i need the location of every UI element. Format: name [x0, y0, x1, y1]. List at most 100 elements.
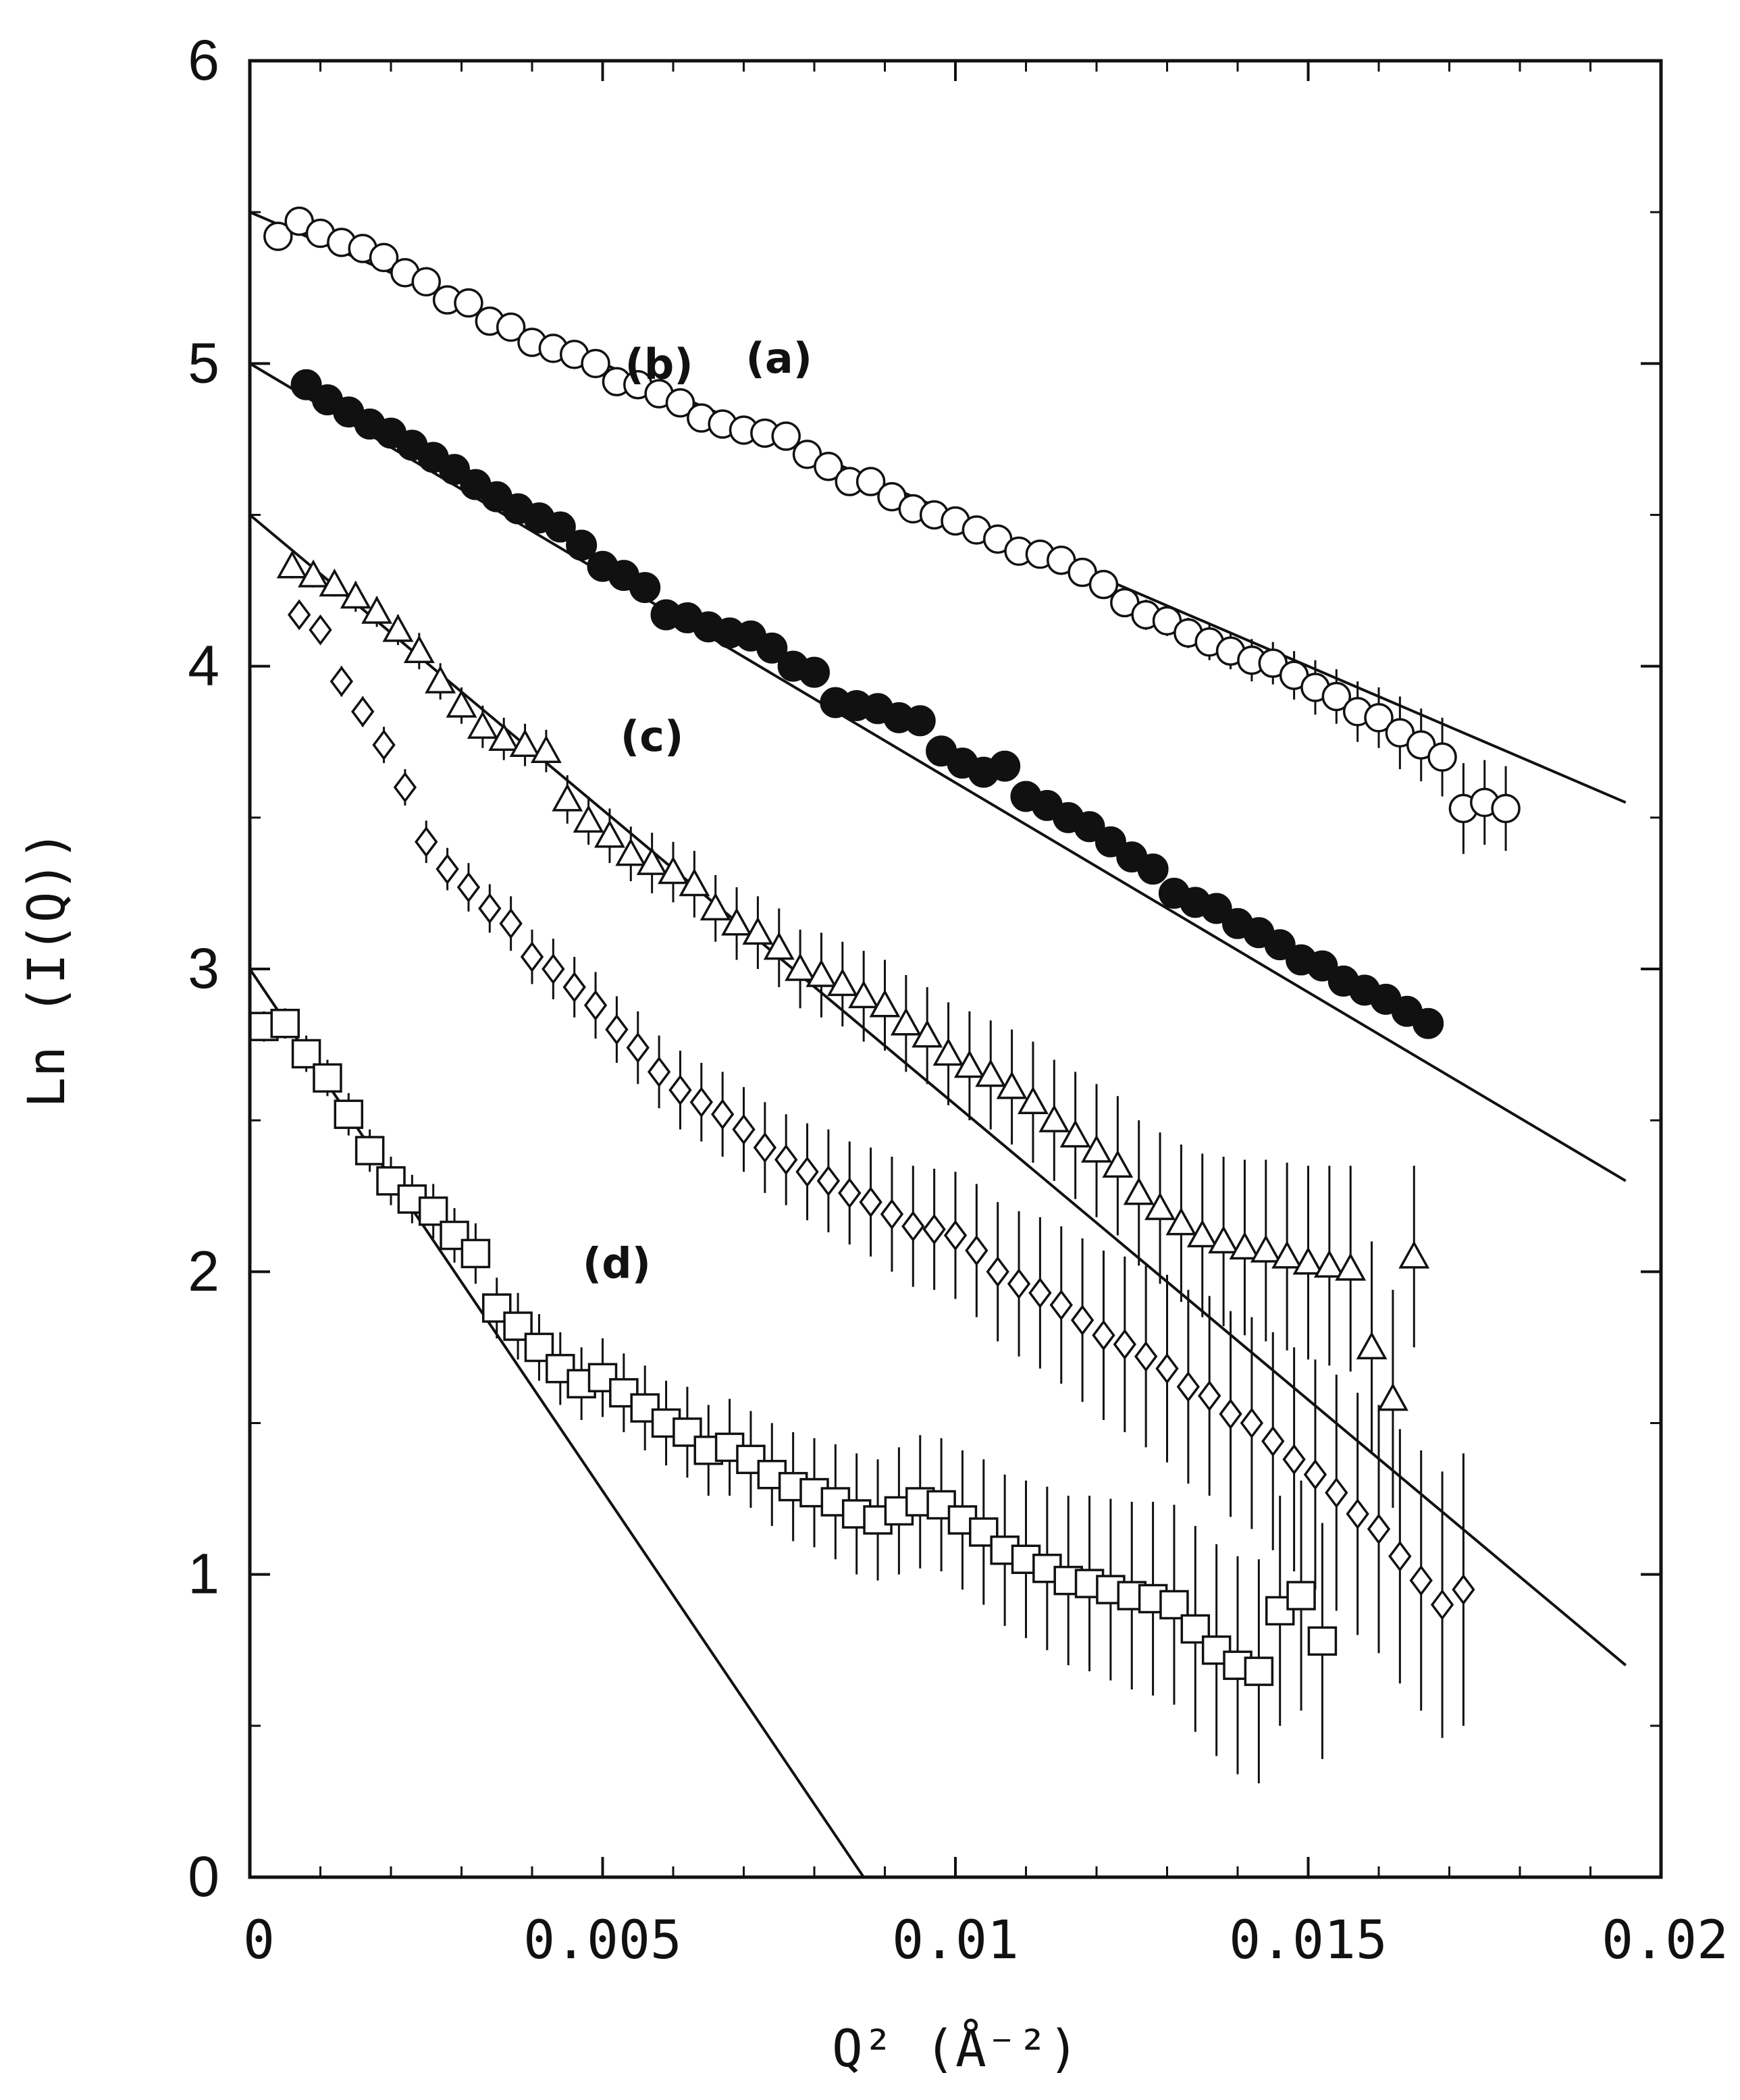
point-open-diamond [1176, 1371, 1201, 1402]
point-open-triangle [1313, 1249, 1345, 1278]
data-markers [249, 206, 1521, 1784]
point-open-triangle [932, 1037, 964, 1066]
point-open-diamond [1409, 1565, 1433, 1596]
y-tick-label: 3 [188, 937, 219, 1000]
point-open-diamond [415, 826, 438, 858]
point-open-diamond [1367, 1513, 1391, 1545]
point-open-triangle [1186, 1219, 1218, 1248]
point-open-square [291, 1039, 321, 1069]
point-open-triangle [1356, 1331, 1388, 1360]
point-open-triangle [1081, 1134, 1112, 1163]
point-open-diamond [1388, 1540, 1412, 1572]
point-open-circle [1321, 681, 1352, 712]
point-open-circle [814, 452, 843, 481]
point-filled-circle [629, 572, 661, 604]
point-open-diamond [1240, 1407, 1264, 1439]
point-open-circle [369, 242, 399, 273]
point-open-triangle [319, 569, 350, 597]
point-filled-circle [904, 705, 936, 737]
point-open-diamond [753, 1132, 777, 1163]
x-tick-label: 0.015 [1229, 1910, 1388, 1971]
point-open-triangle [890, 1007, 922, 1036]
point-open-diamond [1452, 1574, 1475, 1605]
point-filled-circle [544, 511, 576, 543]
point-open-circle [665, 388, 695, 418]
point-open-circle [1364, 703, 1394, 733]
point-open-triangle [1165, 1207, 1197, 1236]
point-open-circle [771, 421, 801, 451]
point-open-diamond [965, 1235, 988, 1266]
point-open-circle [581, 348, 610, 379]
point-open-triangle [361, 596, 393, 624]
point-filled-circle [1137, 854, 1169, 885]
point-open-triangle [1292, 1246, 1324, 1275]
point-open-diamond [478, 893, 502, 924]
point-open-diamond [943, 1219, 968, 1251]
point-open-square [482, 1293, 512, 1323]
point-open-diamond [1155, 1353, 1179, 1384]
point-filled-circle [1413, 1007, 1444, 1039]
point-filled-circle [1264, 929, 1296, 961]
series-label: (a) [745, 334, 812, 383]
point-open-triangle [1038, 1104, 1070, 1132]
point-open-diamond [1282, 1444, 1306, 1475]
point-open-diamond [542, 953, 565, 985]
point-open-circle [1427, 742, 1457, 772]
point-open-square [673, 1417, 702, 1447]
point-open-diamond [922, 1213, 946, 1245]
point-open-triangle [1144, 1192, 1176, 1220]
point-open-diamond [1134, 1340, 1158, 1372]
point-open-diamond [287, 599, 311, 631]
point-open-triangle [446, 689, 477, 718]
point-open-diamond [732, 1113, 756, 1145]
point-open-diamond [1007, 1268, 1031, 1300]
point-open-triangle [700, 892, 731, 921]
point-open-diamond [1430, 1589, 1454, 1621]
point-open-square [270, 1008, 300, 1039]
fit-line [248, 513, 1627, 1666]
point-filled-circle [1095, 826, 1126, 858]
point-open-triangle [552, 783, 583, 812]
x-tick-label: 0.02 [1602, 1910, 1729, 1971]
point-open-square [1159, 1590, 1189, 1620]
y-axis-title: Ln (I(Q)) [16, 830, 76, 1108]
point-open-triangle [953, 1049, 985, 1078]
point-open-triangle [573, 804, 604, 833]
point-open-diamond [605, 1014, 629, 1045]
point-open-triangle [742, 916, 774, 945]
point-open-circle [855, 467, 886, 496]
point-open-triangle [1102, 1149, 1134, 1178]
point-open-triangle [658, 856, 689, 885]
y-tick-label: 1 [188, 1542, 219, 1606]
point-open-square [334, 1099, 364, 1129]
point-open-triangle [1208, 1225, 1240, 1254]
point-open-triangle [806, 959, 837, 987]
point-open-diamond [393, 772, 417, 803]
point-open-triangle [1123, 1177, 1155, 1205]
point-open-triangle [1229, 1231, 1261, 1260]
series-label: (b) [625, 340, 693, 389]
x-axis-title: Q² (Å⁻²) [832, 2018, 1079, 2078]
series-annotations: (a) (b) (c) (d) [583, 334, 812, 1288]
tick-marks [248, 59, 1662, 1879]
point-filled-circle [1307, 950, 1338, 982]
point-open-triangle [721, 908, 753, 936]
point-open-diamond [1325, 1477, 1348, 1508]
point-open-triangle [403, 635, 435, 663]
point-open-square [1286, 1581, 1316, 1610]
point-open-diamond [647, 1056, 671, 1088]
point-open-diamond [309, 614, 332, 646]
point-open-diamond [986, 1256, 1009, 1288]
y-tick-label: 4 [188, 634, 219, 698]
point-open-triangle [488, 723, 520, 752]
point-open-square [418, 1196, 448, 1226]
point-open-square [524, 1332, 554, 1363]
point-open-circle [1491, 793, 1521, 824]
y-tick-label: 2 [188, 1239, 219, 1303]
y-tick-label: 6 [188, 28, 219, 92]
point-open-triangle [425, 665, 456, 693]
y-tick-label: 5 [188, 331, 219, 394]
point-filled-circle [989, 750, 1021, 782]
point-open-diamond [1092, 1319, 1115, 1351]
